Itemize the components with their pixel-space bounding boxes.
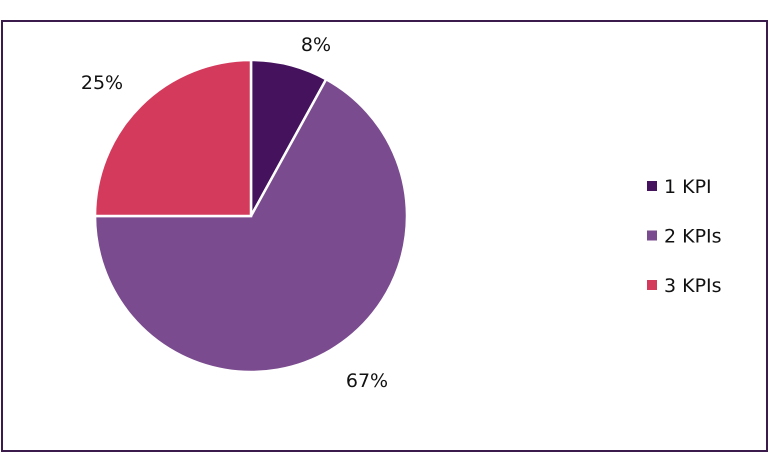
pie-slice-3 — [93, 58, 253, 218]
data-label: 67% — [346, 370, 388, 392]
legend-label: 2 KPIs — [664, 226, 722, 248]
legend-label: 1 KPI — [664, 176, 712, 198]
legend-swatch — [647, 280, 657, 290]
legend-swatch — [647, 230, 657, 241]
data-label: 8% — [301, 34, 331, 56]
legend-label: 3 KPIs — [664, 275, 722, 297]
legend-swatch — [647, 181, 657, 191]
chart-frame — [1, 20, 768, 452]
pie-slice-2 — [93, 77, 409, 374]
data-label: 25% — [81, 72, 123, 94]
